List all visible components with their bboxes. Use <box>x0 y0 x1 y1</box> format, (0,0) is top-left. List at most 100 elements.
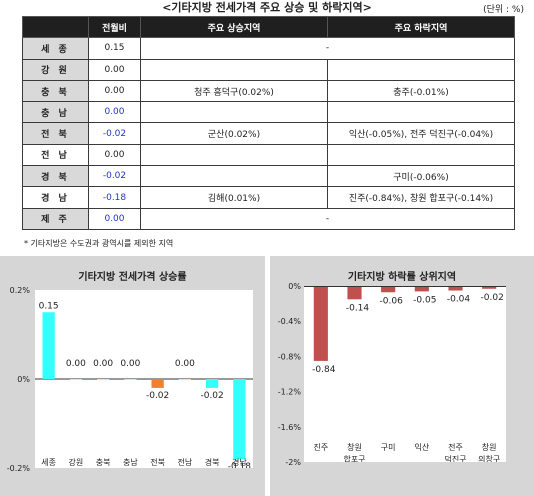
merged-cell: - <box>140 37 515 60</box>
data-label: -0.04 <box>447 295 471 305</box>
rise-chart-title: 기타지방 전세가격 상승률 <box>78 272 187 283</box>
value-cell: 0.00 <box>88 207 141 230</box>
value-cell: 0.00 <box>88 58 141 81</box>
rising-cell <box>140 165 328 188</box>
data-label: 0.00 <box>66 359 86 369</box>
data-label: -0.05 <box>413 295 436 305</box>
bar <box>414 287 429 292</box>
tick-label: 진주 <box>313 442 328 452</box>
tick-label: 충북 <box>96 458 111 467</box>
table-row: 충 남 0.00 <box>22 101 515 124</box>
y-tick-label: -2% <box>285 458 301 467</box>
rise-chart-panel: 기타지방 전세가격 상승률 0.15 세종 0.00 강원 0.00 충북 0.00 충남 -0… <box>0 256 265 496</box>
table-row: 제 주 0.00- <box>22 207 515 230</box>
rise-chart: 0.15 세종 0.00 강원 0.00 충북 0.00 충남 -0.02 전북 0.00 전남 -0.… <box>35 301 253 472</box>
value-cell: 0.00 <box>88 79 141 103</box>
tick-label: 경북 <box>205 457 220 467</box>
y-tick-label: -0.8% <box>278 352 302 361</box>
bar <box>381 287 396 293</box>
bar <box>178 379 192 380</box>
table-row: 전 북 -0.02 군산(0.02%) 익산(-0.05%), 전주 덕진구(-0.0… <box>22 122 515 145</box>
fall-chart-y-axis: 0% -0.4% -0.8% -1.2% -1.6% -2% <box>278 282 302 467</box>
rise-chart-y-axis: 0.2% 0% -0.2% <box>7 286 31 473</box>
data-label: -0.14 <box>346 303 370 313</box>
rising-cell <box>140 101 328 124</box>
falling-cell <box>327 143 515 167</box>
tick-label: 창원 <box>482 443 497 452</box>
tick-label: 합포구 <box>343 455 365 462</box>
y-tick-label: -0.4% <box>278 317 302 326</box>
region-cell: 세 종 <box>22 37 89 60</box>
region-cell: 경 북 <box>22 165 89 188</box>
table-row: 충 북 0.00 청주 흥덕구(0.02%) 충주(-0.01%) <box>22 79 515 103</box>
data-label: 0.00 <box>120 359 140 369</box>
table-row: 세 종 0.15- <box>22 37 515 60</box>
y-tick-label: -0.2% <box>7 464 31 473</box>
tick-label: 경남 <box>232 457 247 467</box>
y-tick-label: 0% <box>17 375 30 384</box>
rising-cell <box>140 58 328 81</box>
tick-label: 익산 <box>414 442 429 452</box>
value-cell: -0.02 <box>88 165 141 188</box>
fall-chart-panel: 기타지방 하락률 상위지역 -0.84 진주 -0.14 창원 합포구 -0.06 구미 -0… <box>270 256 534 496</box>
bar <box>313 287 328 361</box>
bar <box>151 379 164 388</box>
y-tick-label: 0% <box>288 282 301 291</box>
falling-cell <box>327 101 515 124</box>
tick-label: 구미 <box>381 443 396 452</box>
value-cell: 0.15 <box>88 37 141 60</box>
data-label: -0.84 <box>312 365 336 375</box>
tick-label: 전주 <box>448 442 463 452</box>
tick-label: 전북 <box>150 457 165 467</box>
y-tick-label: -1.2% <box>278 388 302 397</box>
table-row: 경 북 -0.02 구미(-0.06%) <box>22 165 515 188</box>
table-row: 강 원 0.00 <box>22 58 515 81</box>
data-label: 0.15 <box>39 301 59 311</box>
tick-label: 전남 <box>178 457 193 467</box>
value-cell: 0.00 <box>88 143 141 167</box>
region-cell: 제 주 <box>22 207 89 230</box>
data-label: 0.00 <box>175 359 195 369</box>
tick-label: 의창구 <box>478 454 500 462</box>
data-label: -0.06 <box>380 296 404 306</box>
falling-cell: 구미(-0.06%) <box>327 165 515 188</box>
bar <box>96 379 110 380</box>
table-row: 전 남 0.00 <box>22 143 515 167</box>
bar <box>448 287 463 291</box>
header-region <box>22 15 89 39</box>
unit-label: (단위 : %) <box>483 5 524 15</box>
value-cell: -0.02 <box>88 122 141 145</box>
rising-cell <box>140 143 328 167</box>
tick-label: 세종 <box>41 458 56 467</box>
header-rising-regions: 주요 상승지역 <box>140 15 328 39</box>
fall-chart-title: 기타지방 하락률 상위지역 <box>347 272 457 283</box>
rising-cell: 김해(0.01%) <box>140 186 328 209</box>
table-body: 세 종 0.15- 강 원 0.00 충 북 0.00 청주 흥덕구(0.02%) 충주(-0… <box>22 37 515 230</box>
tick-label: 덕진구 <box>444 454 466 462</box>
falling-cell: 진주(-0.84%), 창원 합포구(-0.14%) <box>327 186 515 209</box>
footnote: * 기타지방은 수도권과 광역시를 제외한 지역 <box>24 239 174 248</box>
data-label: 0.00 <box>93 359 113 369</box>
region-cell: 강 원 <box>22 58 89 81</box>
region-cell: 전 남 <box>22 143 89 167</box>
value-cell: -0.18 <box>88 186 141 209</box>
tick-label: 강원 <box>69 457 84 467</box>
region-cell: 전 북 <box>22 122 89 145</box>
region-table: 전월비 주요 상승지역 주요 하락지역 세 종 0.15- 강 원 0.00 충 북 0.… <box>22 15 515 230</box>
header-falling-regions: 주요 하락지역 <box>327 15 515 39</box>
data-label: -0.18 <box>228 462 252 468</box>
rising-cell: 청주 흥덕구(0.02%) <box>140 79 328 103</box>
rising-cell: 군산(0.02%) <box>140 122 328 145</box>
page-title: <기타지방 전세가격 주요 상승 및 하락지역> <box>162 1 372 14</box>
y-tick-label: -1.6% <box>278 423 302 432</box>
table-header-row: 전월비 주요 상승지역 주요 하락지역 <box>22 15 515 39</box>
bar <box>124 379 137 380</box>
y-tick-label: 0.2% <box>10 286 31 295</box>
bar <box>233 379 246 460</box>
table-row: 경 남 -0.18 김해(0.01%) 진주(-0.84%), 창원 합포구(-0.1… <box>22 186 515 209</box>
header-monthly-change: 전월비 <box>88 15 141 39</box>
bar <box>69 379 83 380</box>
data-label: -0.02 <box>481 293 504 303</box>
falling-cell: 익산(-0.05%), 전주 덕진구(-0.04%) <box>327 122 515 145</box>
